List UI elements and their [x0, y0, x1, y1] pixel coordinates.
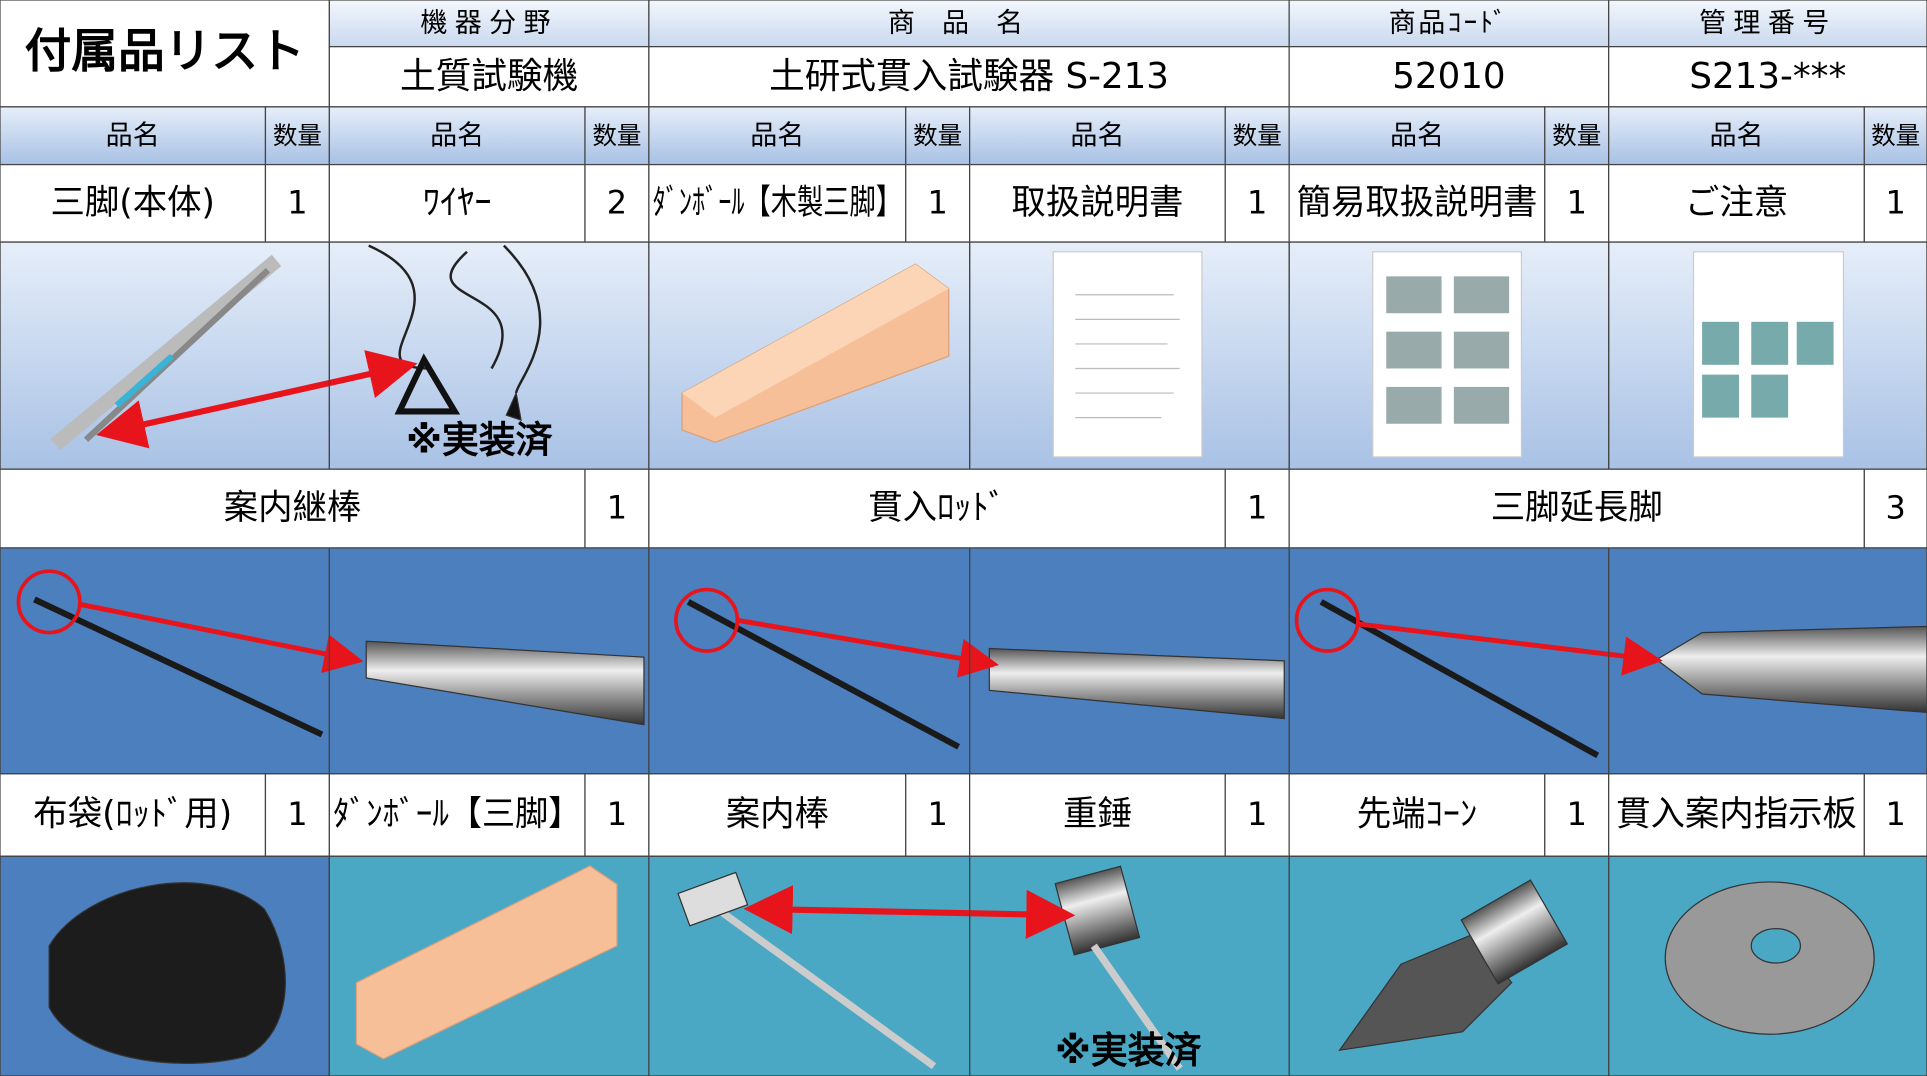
item-name-cell: [648, 163, 907, 243]
name-header: 品名: [1709, 120, 1763, 151]
item-qty-cell: [905, 773, 971, 857]
qty-header-cell: [905, 106, 971, 166]
item-name: ﾀﾞﾝﾎﾞｰﾙ【木製三脚】: [653, 183, 902, 223]
item-name: 案内継棒: [224, 488, 362, 528]
header-value-cell: [1288, 46, 1610, 108]
item-name: ﾀﾞﾝﾎﾞｰﾙ【三脚】: [333, 795, 581, 835]
name-header-cell: [0, 106, 267, 166]
header-label: 管理番号: [1699, 8, 1837, 39]
item-qty: 1: [1247, 184, 1267, 222]
header-label-cell: [648, 0, 1290, 48]
item-qty-cell: [905, 163, 971, 243]
name-header: 品名: [430, 120, 484, 151]
item-name: 重錘: [1063, 795, 1132, 835]
header-value-cell: [328, 46, 650, 108]
item-qty-cell: [1224, 468, 1290, 549]
item-name: ご注意: [1685, 183, 1788, 223]
header-label: 商品名: [888, 8, 1050, 39]
item-qty: 3: [1885, 489, 1905, 527]
item-qty: 1: [607, 795, 627, 833]
header-value: 52010: [1392, 56, 1505, 97]
item-name: 簡易取扱説明書: [1297, 183, 1538, 223]
item-qty-cell: [584, 468, 650, 549]
item-name-cell: [648, 773, 907, 857]
item-name: ﾜｲﾔｰ: [423, 183, 492, 223]
qty-header: 数量: [592, 121, 641, 150]
item-name-cell: [0, 468, 586, 549]
name-header-cell: [1288, 106, 1546, 166]
installed-note: ※実装済: [1055, 1029, 1202, 1072]
item-qty: 1: [287, 184, 307, 222]
header-value: 土研式貫入試験器 S-213: [769, 56, 1169, 97]
item-qty: 1: [1247, 795, 1267, 833]
name-header-cell: [969, 106, 1226, 166]
header-value-cell: [1608, 46, 1927, 108]
item-name: 貫入案内指示板: [1616, 795, 1857, 835]
item-qty-cell: [584, 163, 650, 243]
header-label-cell: [328, 0, 650, 48]
item-qty: 1: [1567, 184, 1587, 222]
header-value: S213-***: [1689, 56, 1846, 97]
item-qty: 1: [1247, 489, 1267, 527]
item-qty: 1: [607, 489, 627, 527]
item-qty-cell: [1224, 163, 1290, 243]
qty-header: 数量: [273, 121, 322, 150]
item-name-cell: [328, 163, 586, 243]
item-name-cell: [1608, 163, 1865, 243]
item-qty-cell: [1863, 163, 1927, 243]
item-name: 三脚延長脚: [1491, 488, 1663, 528]
item-qty: 1: [287, 795, 307, 833]
header-label: 機器分野: [420, 8, 558, 39]
name-header: 品名: [750, 120, 804, 151]
qty-header: 数量: [1871, 121, 1920, 150]
item-qty-cell: [584, 773, 650, 857]
item-name-cell: [1288, 163, 1546, 243]
header-label-cell: [1608, 0, 1927, 48]
item-name: 取扱説明書: [1011, 183, 1183, 223]
sheet-title-cell: [0, 0, 330, 108]
name-header-cell: [1608, 106, 1865, 166]
item-qty-cell: [1544, 163, 1610, 243]
item-qty: 1: [1567, 795, 1587, 833]
item-name-cell: [969, 163, 1226, 243]
photos: [0, 241, 1927, 1076]
header-value-cell: [648, 46, 1290, 108]
qty-header: 数量: [913, 121, 962, 150]
item-qty: 1: [1885, 184, 1905, 222]
item-name-cell: [328, 773, 586, 857]
name-header-cell: [328, 106, 586, 166]
item-name: 先端ｺｰﾝ: [1357, 795, 1477, 835]
item-qty-cell: [264, 773, 330, 857]
name-header: 品名: [1070, 120, 1124, 151]
qty-header: 数量: [1552, 121, 1601, 150]
item-name-cell: [1608, 773, 1865, 857]
qty-header: 数量: [1233, 121, 1282, 150]
item-name-cell: [0, 773, 267, 857]
name-header: 品名: [106, 120, 160, 151]
item-name-cell: [0, 163, 267, 243]
item-qty: 1: [928, 795, 948, 833]
item-qty: 1: [928, 184, 948, 222]
name-header: 品名: [1390, 120, 1444, 151]
item-name-cell: [969, 773, 1226, 857]
item-qty: 1: [1885, 795, 1905, 833]
item-name-cell: [1288, 773, 1546, 857]
item-name: 三脚(本体): [51, 183, 215, 223]
item-name: 案内棒: [726, 795, 829, 835]
header-value: 土質試験機: [400, 56, 578, 97]
item-name: 貫入ﾛｯﾄﾞ: [868, 488, 1006, 528]
item-name: 布袋(ﾛｯﾄﾞ用): [33, 795, 232, 835]
qty-header-cell: [1863, 106, 1927, 166]
item-name-cell: [1288, 468, 1865, 549]
installed-note: ※実装済: [406, 419, 553, 462]
sheet-title: 付属品リスト: [25, 25, 305, 79]
item-name-cell: [648, 468, 1226, 549]
header-label: 商品ｺｰﾄﾞ: [1389, 8, 1509, 39]
item-qty: 2: [607, 184, 627, 222]
qty-header-cell: [1544, 106, 1610, 166]
